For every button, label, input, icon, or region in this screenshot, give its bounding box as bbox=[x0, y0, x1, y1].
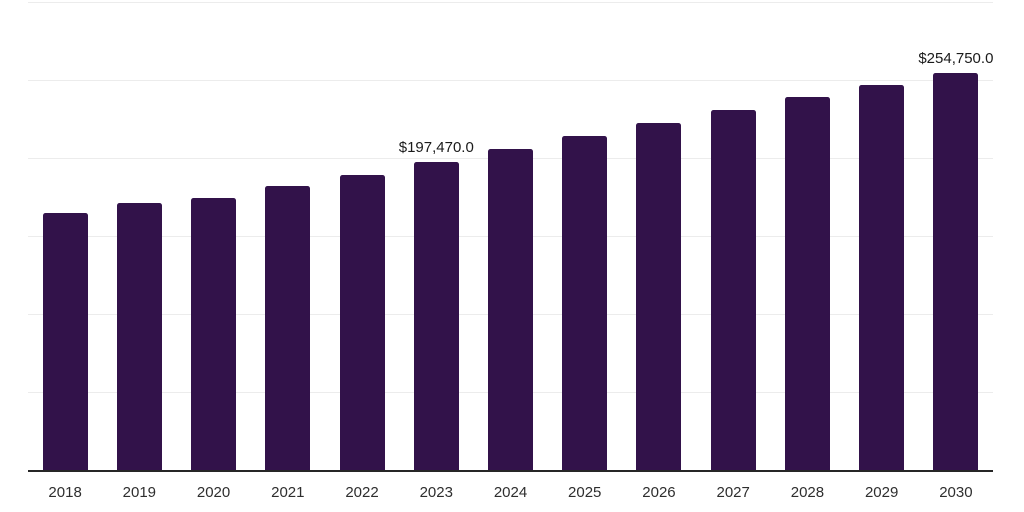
value-label-2030: $254,750.0 bbox=[918, 49, 994, 67]
bar-2025[interactable] bbox=[562, 136, 608, 470]
x-tick-label-2020: 2020 bbox=[196, 484, 231, 501]
x-tick-label-2028: 2028 bbox=[790, 484, 825, 501]
x-tick-label-2022: 2022 bbox=[345, 484, 379, 501]
bar-2030[interactable] bbox=[933, 72, 979, 470]
bar-2019[interactable] bbox=[116, 202, 162, 470]
x-tick-label-2024: 2024 bbox=[493, 484, 528, 501]
x-tick-label-2023: 2023 bbox=[419, 484, 453, 501]
bar-2024[interactable] bbox=[488, 149, 533, 470]
bar-2028[interactable] bbox=[784, 97, 830, 470]
bar-2018[interactable] bbox=[42, 212, 88, 470]
x-tick-label-2021: 2021 bbox=[271, 484, 305, 501]
gridline bbox=[28, 2, 993, 3]
bar-2029[interactable] bbox=[859, 84, 905, 470]
x-tick-label-2030: 2030 bbox=[939, 484, 973, 501]
bar-2027[interactable] bbox=[710, 109, 756, 470]
x-tick-label-2029: 2029 bbox=[864, 484, 899, 501]
bar-2023[interactable] bbox=[413, 161, 459, 470]
value-label-2023: $197,470.0 bbox=[398, 138, 474, 156]
x-axis-labels: 2018 2019 2020 2021 2022 2023 2024 2025 2026 2027… bbox=[28, 484, 993, 504]
x-tick-label-2027: 2027 bbox=[716, 484, 750, 501]
plot-area: $197,470.0 $254,750.0 bbox=[28, 2, 993, 470]
x-tick-label-2018: 2018 bbox=[48, 484, 82, 501]
x-tick-label-2019: 2019 bbox=[122, 484, 157, 501]
bar-2021[interactable] bbox=[265, 186, 311, 470]
gridline bbox=[28, 80, 993, 81]
bar-2020[interactable] bbox=[191, 197, 237, 470]
bar-2026[interactable] bbox=[636, 123, 682, 470]
x-tick-label-2025: 2025 bbox=[568, 484, 602, 501]
x-axis-line bbox=[28, 470, 993, 472]
bar-2022[interactable] bbox=[339, 174, 385, 470]
x-tick-label-2026: 2026 bbox=[642, 484, 676, 501]
